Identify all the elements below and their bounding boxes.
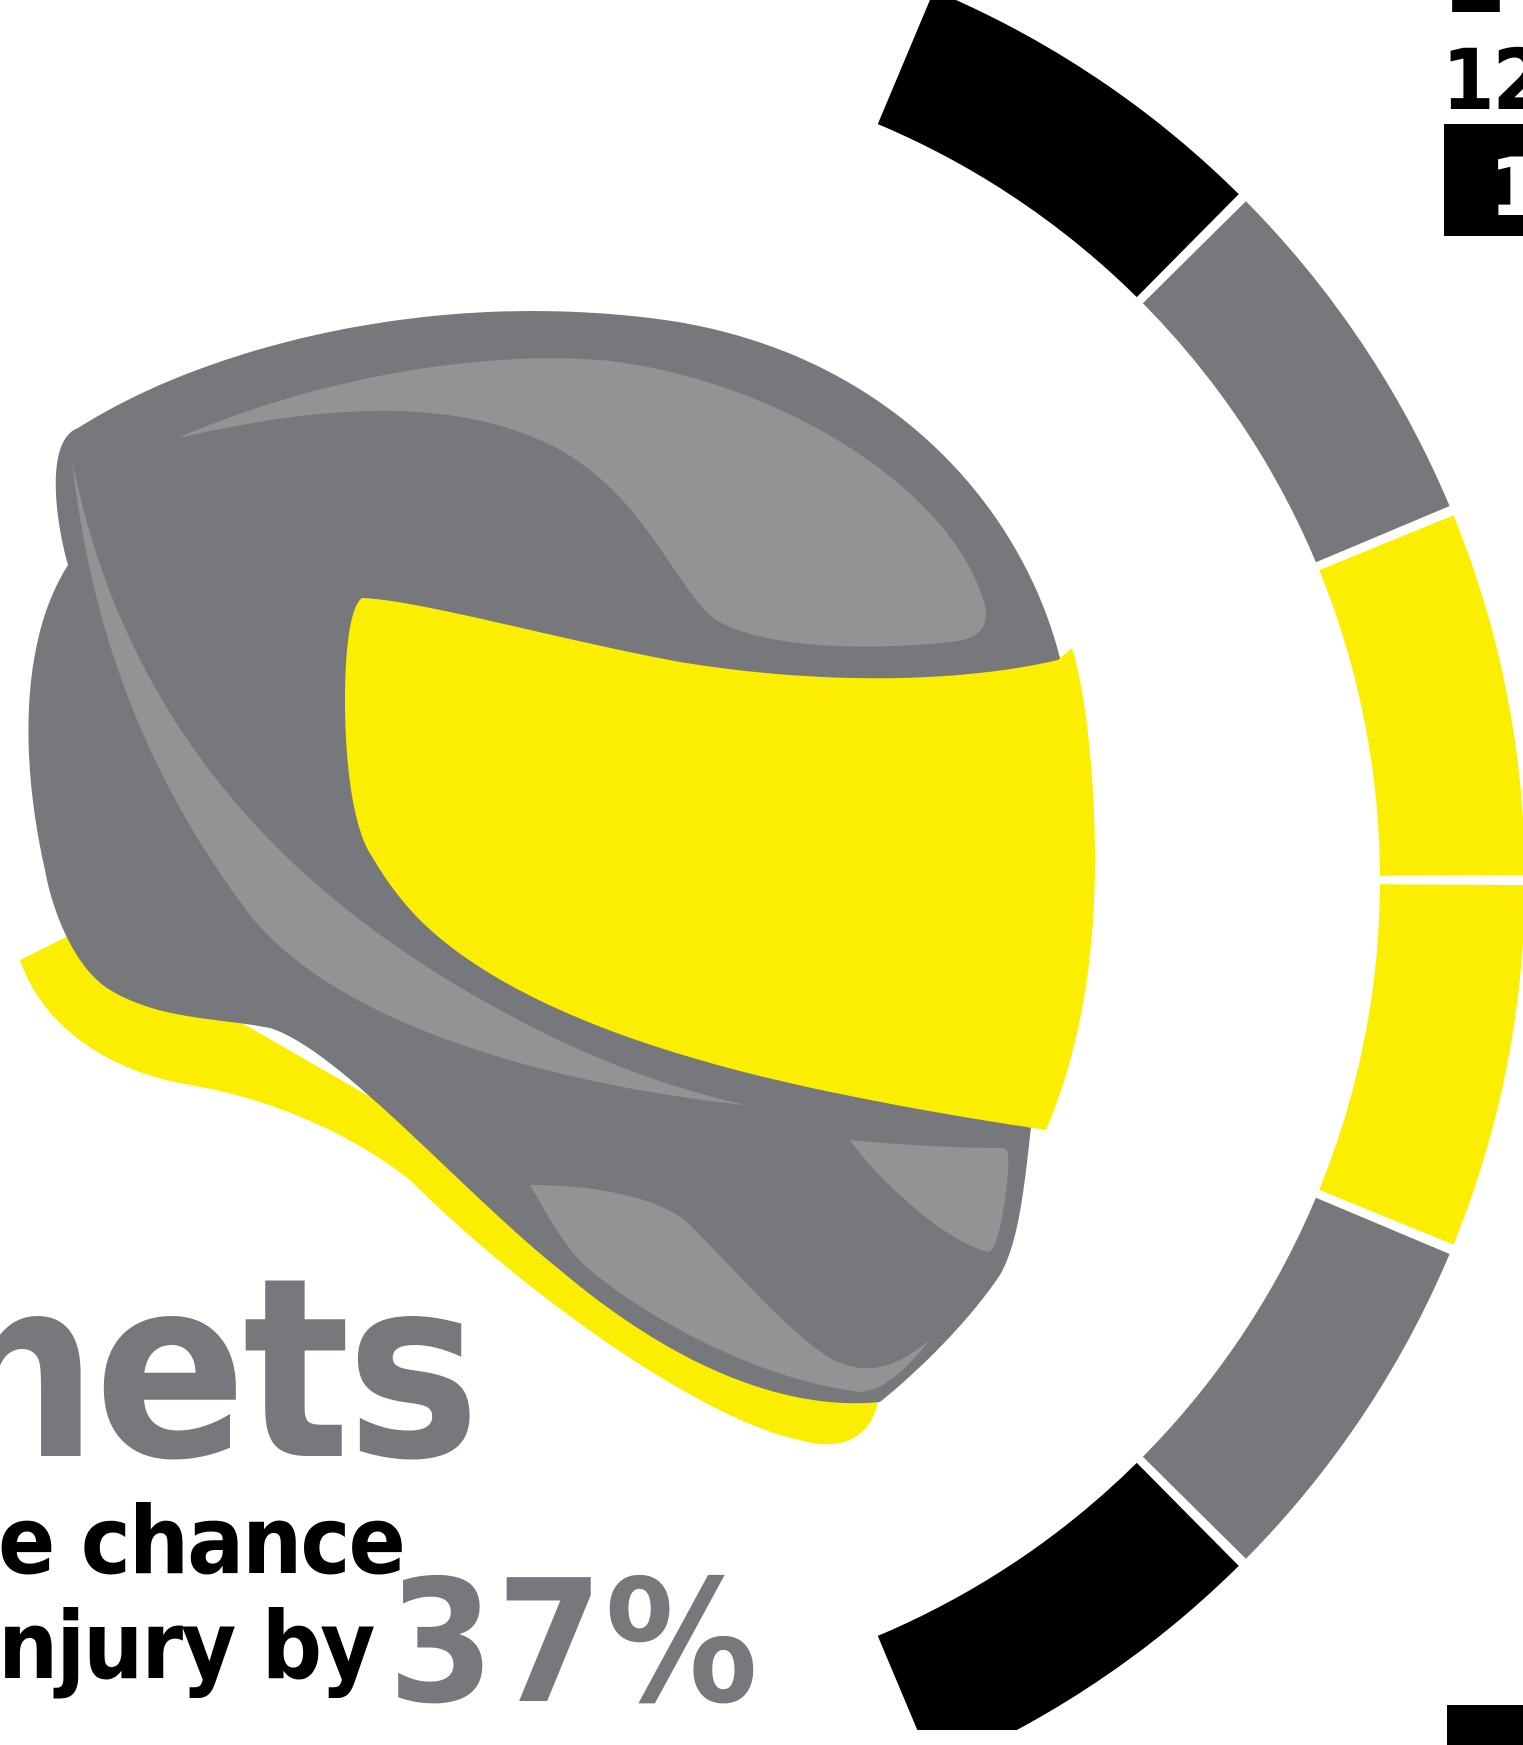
corner-number: 12 [1442, 31, 1523, 129]
percent-value: 37% [388, 1544, 761, 1742]
helmet-top-highlight [178, 358, 986, 647]
subtext-line-1: e chance [0, 1487, 406, 1596]
helmet-vent [850, 1140, 1009, 1252]
segmented-ring [877, 0, 1523, 1730]
ring-segment-1 [877, 0, 1239, 298]
corner-digit: 2 [1445, 0, 1508, 28]
ring-segment-3 [1319, 515, 1523, 876]
corner-bottom-bar [1447, 1705, 1523, 1745]
helmet-side-stripe [72, 460, 745, 1105]
ring-segment-5 [1142, 1197, 1450, 1559]
helmet-icon [20, 311, 1095, 1445]
helmet-chin-highlight [530, 1185, 930, 1392]
ring-segment-4 [1319, 884, 1523, 1245]
ring-segment-2 [1142, 201, 1450, 563]
corner-black-box [1444, 124, 1523, 236]
helmet-visor [345, 598, 1095, 1130]
ring-segment-6 [877, 1462, 1239, 1730]
subtext-line-2: njury by [0, 1592, 375, 1701]
headline: nets [0, 1224, 480, 1515]
corner-box-text: 1 [1490, 141, 1523, 234]
